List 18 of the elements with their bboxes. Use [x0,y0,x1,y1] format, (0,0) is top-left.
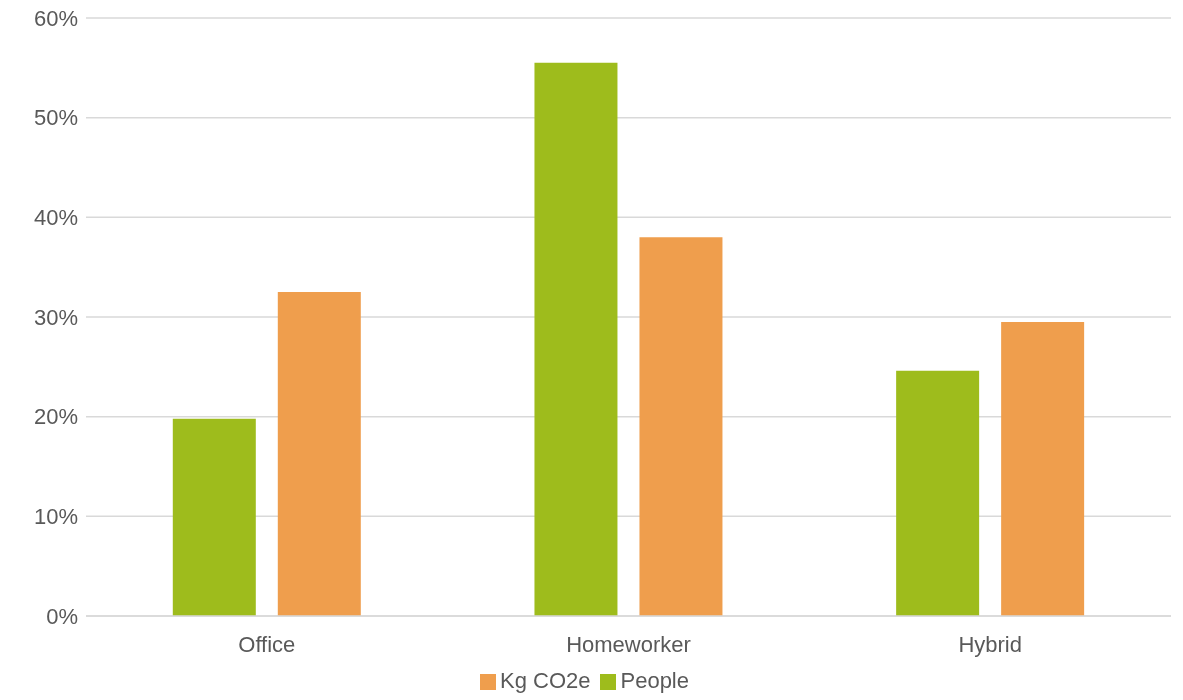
bar [534,62,618,616]
bar [277,292,361,616]
y-tick-label: 30% [33,304,78,330]
y-tick-label: 20% [33,404,78,430]
y-tick-label: 40% [33,205,78,231]
legend-label: Kg CO2e [499,668,591,693]
y-tick-label: 50% [33,105,78,131]
bar [896,370,980,616]
bar [172,418,256,616]
y-tick-label: 60% [33,5,78,31]
x-tick-label: Hybrid [958,631,1022,657]
bar [639,237,723,616]
x-tick-label: Office [238,631,296,657]
legend-label: People [620,668,689,693]
bar [1001,321,1085,616]
y-tick-label: 10% [33,504,78,530]
y-tick-label: 0% [46,603,78,629]
x-tick-label: Homeworker [566,631,691,657]
